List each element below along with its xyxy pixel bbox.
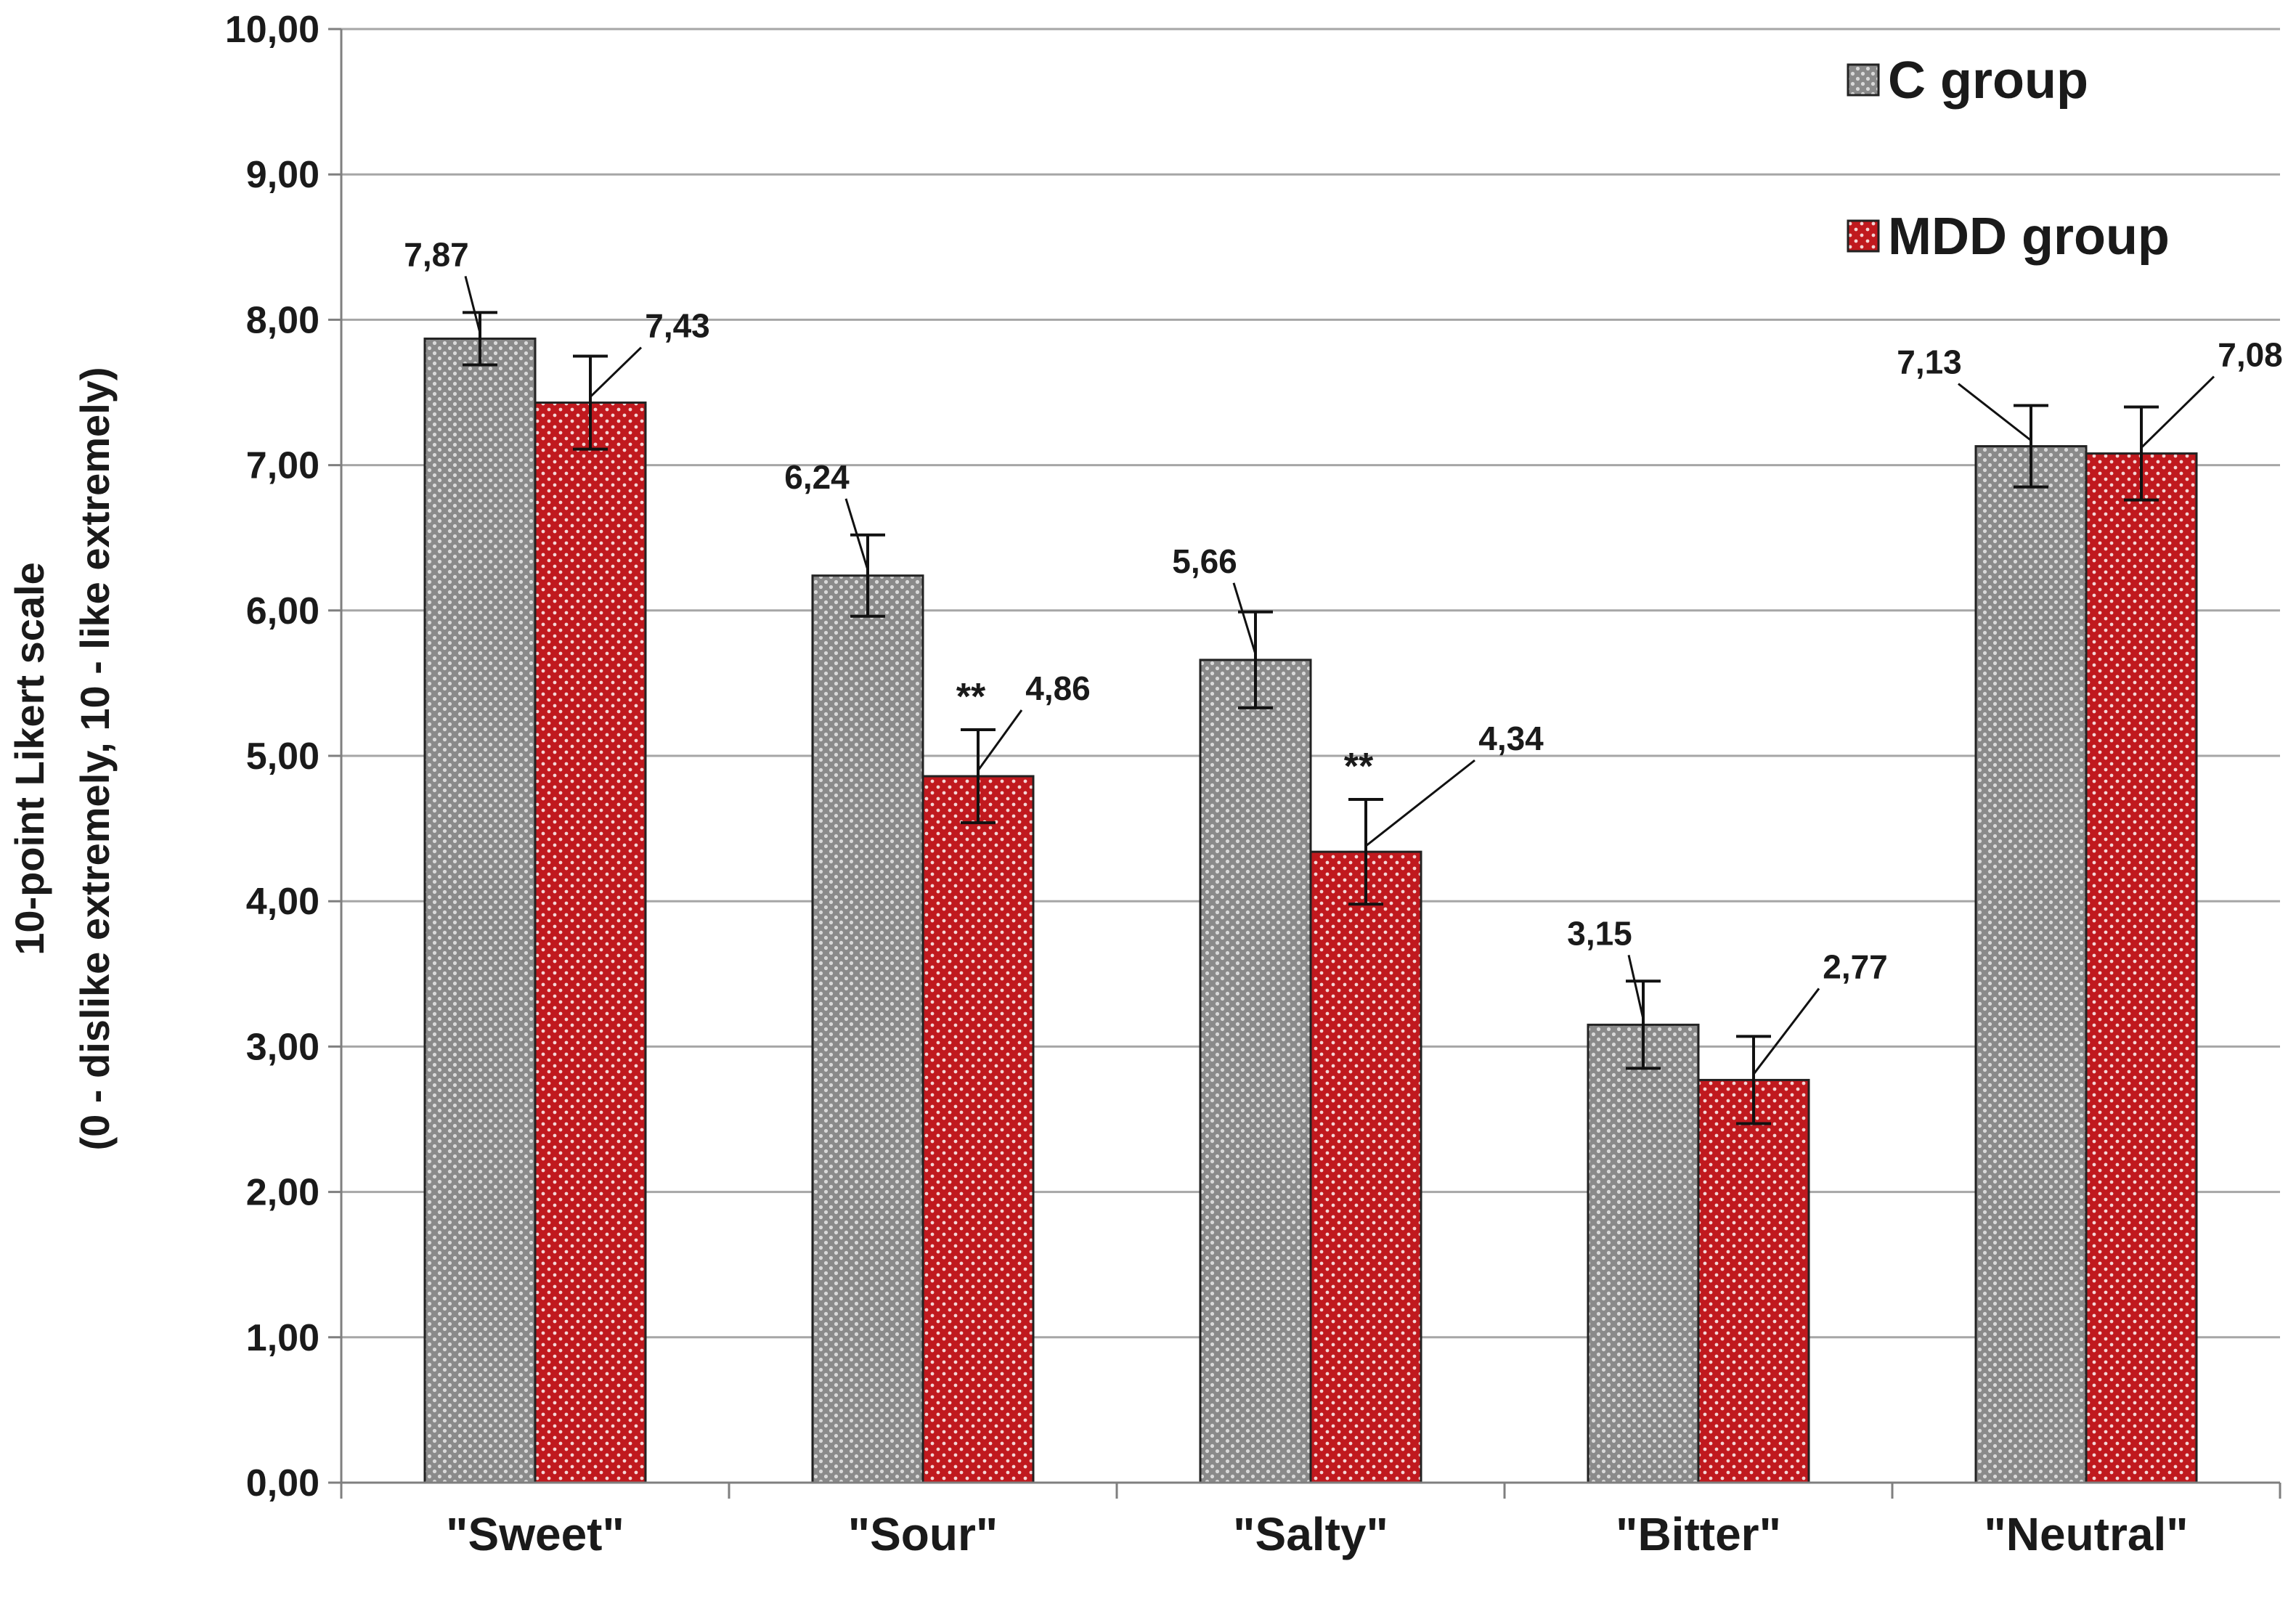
data-label: 7,43 (645, 307, 710, 345)
x-category-label: "Neutral" (1984, 1508, 2188, 1560)
label-leader (1365, 759, 1475, 847)
x-category-label: "Salty" (1233, 1508, 1388, 1560)
data-label: 4,34 (1478, 720, 1544, 757)
x-category-label: "Sweet" (446, 1508, 624, 1560)
bar (423, 337, 537, 1484)
label-leader (1752, 987, 1820, 1075)
label-leader (1958, 383, 2032, 441)
legend-label: C group (1888, 52, 2088, 110)
label-leader (589, 346, 643, 398)
y-tick-label: 5,00 (246, 736, 319, 778)
data-label: 5,66 (1172, 542, 1237, 580)
label-leader (464, 276, 481, 333)
x-category-label: "Bitter" (1616, 1508, 1781, 1560)
bar (534, 402, 647, 1484)
legend-swatch (1847, 63, 1880, 97)
y-tick-label: 6,00 (246, 590, 319, 632)
label-leader (1232, 582, 1257, 655)
bar (1199, 659, 1312, 1484)
label-leader (844, 498, 869, 571)
y-axis-title-line2: (0 - dislike extremely, 10 - like extrem… (72, 367, 118, 1150)
bar (811, 574, 924, 1484)
data-label: 6,24 (784, 458, 850, 496)
y-tick-label: 1,00 (246, 1317, 319, 1359)
legend-label: MDD group (1888, 208, 2170, 266)
y-tick-label: 3,00 (246, 1026, 319, 1068)
bar (1587, 1023, 1700, 1484)
data-label: 7,87 (404, 235, 469, 273)
label-leader (1627, 955, 1645, 1019)
label-leader (977, 709, 1023, 771)
x-category-label: "Sour" (848, 1508, 998, 1560)
bar (2085, 452, 2198, 1484)
legend-swatch (1847, 219, 1880, 253)
data-label: 7,08 (2218, 336, 2283, 374)
bar (1974, 445, 2088, 1484)
label-leader (2140, 375, 2215, 449)
bar (1309, 850, 1422, 1484)
data-label: 4,86 (1025, 669, 1091, 707)
significance-mark: ** (956, 676, 986, 718)
y-tick-label: 0,00 (246, 1462, 319, 1504)
y-tick-label: 7,00 (246, 445, 319, 487)
y-tick-label: 8,00 (246, 299, 319, 341)
y-tick-label: 2,00 (246, 1172, 319, 1214)
y-axis-title-line1: 10-point Likert scale (7, 562, 52, 956)
data-label: 3,15 (1567, 914, 1632, 952)
bar (1697, 1078, 1810, 1484)
y-tick-label: 9,00 (246, 154, 319, 196)
data-label: 7,13 (1897, 343, 1962, 381)
bar (921, 775, 1035, 1484)
y-tick-label: 10,00 (225, 9, 319, 51)
y-tick-label: 4,00 (246, 881, 319, 923)
data-label: 2,77 (1823, 948, 1888, 985)
significance-mark: ** (1344, 746, 1374, 788)
